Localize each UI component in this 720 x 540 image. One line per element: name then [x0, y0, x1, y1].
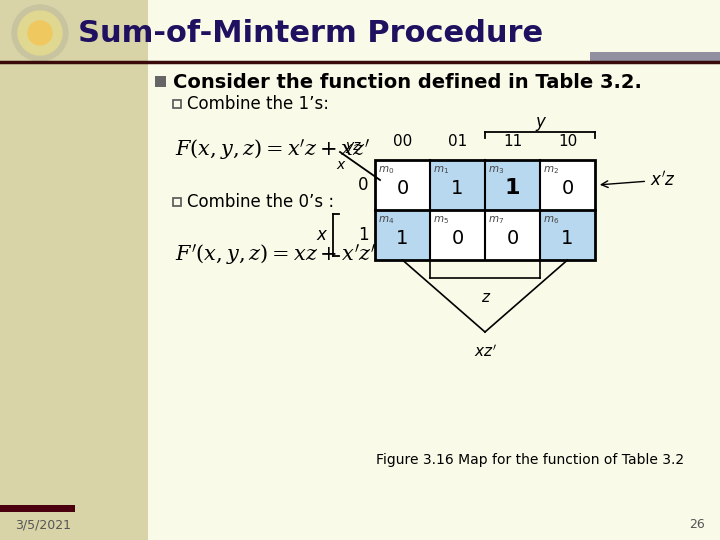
Text: $m_{7}$: $m_{7}$: [488, 214, 504, 226]
FancyBboxPatch shape: [540, 210, 595, 260]
Bar: [173, 100, 181, 108]
Text: Figure 3.16 Map for the function of Table 3.2: Figure 3.16 Map for the function of Tabl…: [376, 453, 684, 467]
FancyBboxPatch shape: [430, 160, 485, 210]
Text: $m_{0}$: $m_{0}$: [378, 164, 395, 176]
Text: 01: 01: [448, 134, 467, 150]
Circle shape: [28, 21, 52, 45]
Circle shape: [12, 5, 68, 61]
Text: 0: 0: [397, 179, 409, 198]
Text: $F(x, y, z) = x'z + xz'$: $F(x, y, z) = x'z + xz'$: [175, 137, 370, 163]
Text: $xz'$: $xz'$: [474, 343, 497, 360]
Text: 26: 26: [689, 518, 705, 531]
Text: 0: 0: [451, 228, 464, 247]
Text: $m_{3}$: $m_{3}$: [488, 164, 504, 176]
Text: 0: 0: [562, 179, 574, 198]
Text: 1: 1: [451, 179, 464, 198]
Bar: [155, 76, 166, 87]
Text: Sum-of-Minterm Procedure: Sum-of-Minterm Procedure: [78, 18, 543, 48]
Text: 1: 1: [396, 228, 409, 247]
FancyBboxPatch shape: [375, 210, 430, 260]
Text: x: x: [316, 226, 326, 244]
Text: Combine the 0’s :: Combine the 0’s :: [187, 193, 334, 211]
Bar: [173, 198, 181, 206]
Text: 00: 00: [393, 134, 412, 150]
Text: 0: 0: [506, 228, 518, 247]
Text: $m_{2}$: $m_{2}$: [543, 164, 559, 176]
Text: $m_{1}$: $m_{1}$: [433, 164, 449, 176]
Text: 1: 1: [505, 178, 521, 198]
Bar: [148, 0, 720, 540]
Text: $m_{6}$: $m_{6}$: [543, 214, 559, 226]
Circle shape: [18, 11, 62, 55]
Text: 1: 1: [358, 226, 369, 244]
FancyBboxPatch shape: [485, 160, 540, 210]
Text: y: y: [535, 113, 545, 131]
Text: 0: 0: [358, 176, 368, 194]
Text: $m_{4}$: $m_{4}$: [378, 214, 395, 226]
Bar: [590, 52, 720, 64]
Text: 11: 11: [503, 134, 522, 150]
Text: 10: 10: [558, 134, 577, 150]
Text: Consider the function defined in Table 3.2.: Consider the function defined in Table 3…: [173, 72, 642, 91]
Bar: [0, 0, 148, 540]
Bar: [375, 160, 595, 260]
Text: z: z: [481, 290, 489, 305]
Text: 3/5/2021: 3/5/2021: [15, 518, 71, 531]
Text: yz: yz: [346, 139, 361, 153]
Text: Combine the 1’s:: Combine the 1’s:: [187, 95, 329, 113]
Bar: [375, 160, 595, 260]
Bar: [0, 505, 75, 512]
Text: 1: 1: [562, 228, 574, 247]
Text: $F'(x, y, z) = xz + x'z'$: $F'(x, y, z) = xz + x'z'$: [175, 242, 377, 268]
Text: $x'z$: $x'z$: [601, 171, 676, 190]
Text: x: x: [336, 158, 344, 172]
Text: $m_{5}$: $m_{5}$: [433, 214, 449, 226]
